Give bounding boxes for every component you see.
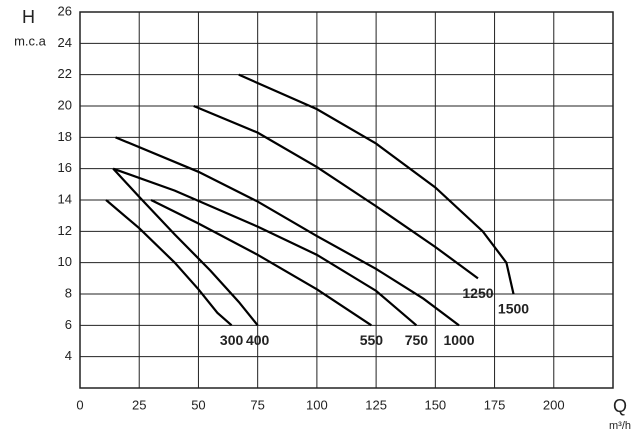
y-tick-label: 4 bbox=[65, 348, 72, 363]
x-tick-label: 100 bbox=[306, 397, 328, 412]
y-tick-label: 22 bbox=[58, 66, 72, 81]
x-tick-label: 200 bbox=[543, 397, 565, 412]
curve-label: 1000 bbox=[443, 332, 474, 348]
x-tick-label: 175 bbox=[484, 397, 506, 412]
x-tick-label: 0 bbox=[76, 397, 83, 412]
x-tick-label: 25 bbox=[132, 397, 146, 412]
curve-label: 550 bbox=[360, 332, 384, 348]
curve-label: 750 bbox=[405, 332, 429, 348]
x-tick-label: 50 bbox=[191, 397, 205, 412]
pump-curve bbox=[112, 167, 259, 327]
y-axis-unit: m.c.a bbox=[14, 33, 47, 48]
pump-curve bbox=[115, 136, 460, 327]
pump-curve bbox=[238, 73, 515, 295]
y-tick-label: 8 bbox=[65, 285, 72, 300]
y-tick-label: 6 bbox=[65, 317, 72, 332]
y-tick-label: 14 bbox=[58, 191, 72, 206]
y-tick-label: 26 bbox=[58, 3, 72, 18]
curve-label: 1500 bbox=[498, 301, 529, 317]
curve-label: 300 bbox=[220, 332, 244, 348]
y-tick-label: 12 bbox=[58, 223, 72, 238]
curve-label: 400 bbox=[246, 332, 270, 348]
y-tick-label: 18 bbox=[58, 129, 72, 144]
x-tick-label: 75 bbox=[250, 397, 264, 412]
pump-curve bbox=[105, 199, 233, 327]
y-tick-label: 24 bbox=[58, 35, 72, 50]
x-axis-unit: m³/h bbox=[609, 420, 631, 432]
curve-label: 1250 bbox=[462, 285, 493, 301]
y-tick-label: 16 bbox=[58, 160, 72, 175]
pump-curve bbox=[193, 104, 479, 280]
x-tick-label: 150 bbox=[424, 397, 446, 412]
pump-curve bbox=[150, 199, 372, 327]
x-tick-label: 125 bbox=[365, 397, 387, 412]
x-axis-label: Q bbox=[613, 396, 627, 416]
pump-curve bbox=[112, 167, 418, 327]
y-tick-label: 20 bbox=[58, 97, 72, 112]
y-tick-label: 10 bbox=[58, 254, 72, 269]
y-axis-label: H bbox=[22, 7, 35, 27]
